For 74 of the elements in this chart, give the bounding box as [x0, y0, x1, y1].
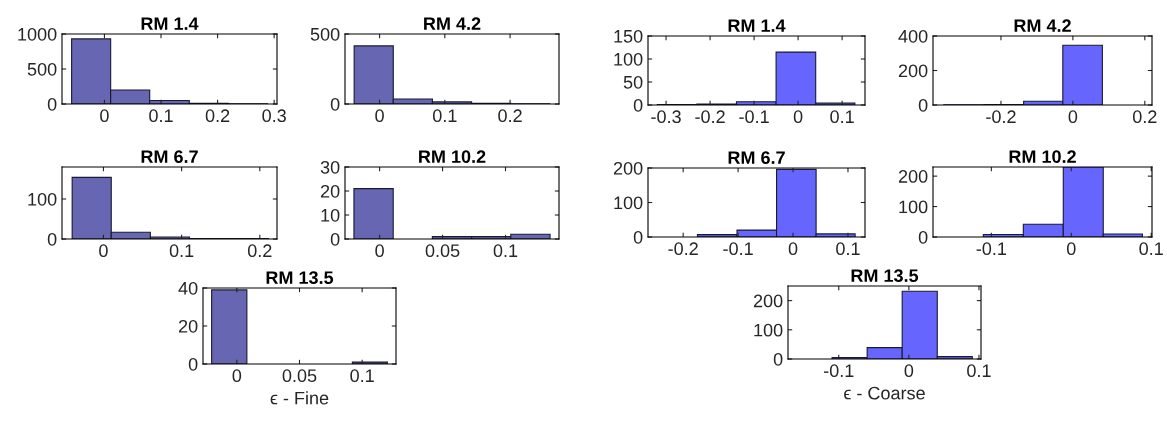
x-tick-label: 0.1: [350, 369, 374, 383]
x-tick-label: 0.1: [493, 244, 518, 258]
x-tick-label: -0.2: [986, 110, 1016, 124]
x-tick-label: -0.2: [668, 242, 698, 256]
y-tick-label: 0: [47, 232, 57, 246]
chart-title: RM 1.4: [728, 19, 786, 32]
x-tick-label: 0.2: [1132, 110, 1157, 124]
y-tick-label: 0: [330, 97, 340, 111]
y-tick-label: 0: [633, 230, 643, 244]
x-tick-label: 0.1: [149, 109, 173, 123]
x-tick-label: 0.2: [498, 109, 522, 123]
x-tick-label: 0.1: [1139, 242, 1163, 256]
y-tick-label: 10: [321, 208, 340, 222]
x-tick-label: 0: [788, 242, 798, 256]
x-tick-label: -0.1: [739, 110, 769, 124]
x-tick-label: 0.2: [247, 244, 272, 258]
y-tick-label: 200: [753, 294, 783, 308]
y-tick-label: 0: [330, 232, 340, 246]
y-tick-label: 20: [178, 319, 198, 333]
x-tick-label: 0.1: [432, 109, 457, 123]
x-tick-label: 0.3: [262, 109, 286, 123]
x-axis-title: ϵ - Coarse: [844, 386, 925, 400]
x-tick-label: 0.2: [205, 109, 230, 123]
x-tick-label: -0.2: [695, 110, 725, 124]
y-tick-label: 100: [28, 192, 57, 206]
x-tick-label: -0.1: [976, 242, 1007, 256]
y-tick-label: 40: [178, 281, 198, 295]
x-tick-label: -0.3: [651, 110, 681, 124]
x-tick-label: 0.05: [282, 369, 317, 383]
y-tick-label: 0: [773, 352, 783, 366]
chart-title: RM 13.5: [851, 269, 919, 283]
y-tick-label: 200: [613, 161, 643, 175]
x-tick-label: 0.1: [967, 364, 991, 378]
x-tick-label: 0: [232, 369, 242, 383]
x-tick-label: 0: [793, 110, 803, 124]
x-tick-label: 0: [1068, 110, 1078, 124]
x-tick-label: -0.1: [824, 364, 854, 378]
y-tick-label: 150: [614, 29, 643, 43]
x-tick-label: 0.1: [836, 242, 860, 256]
x-tick-label: 0: [375, 109, 384, 123]
chart-title: RM 10.2: [1009, 150, 1076, 164]
chart-title: RM 6.7: [141, 150, 198, 164]
y-tick-label: 50: [623, 75, 643, 89]
chart-title: RM 1.4: [141, 17, 199, 30]
y-tick-label: 100: [614, 196, 643, 210]
y-tick-label: 0: [47, 97, 57, 111]
y-tick-label: 400: [898, 29, 928, 43]
y-tick-label: 100: [614, 52, 643, 66]
x-tick-label: 0: [100, 109, 109, 123]
y-tick-label: 0: [918, 98, 928, 112]
y-tick-label: 200: [898, 64, 928, 78]
y-tick-label: 100: [754, 323, 783, 337]
y-tick-label: 200: [898, 170, 928, 183]
chart-title: RM 4.2: [1014, 19, 1071, 32]
x-tick-label: 0.1: [830, 110, 854, 124]
x-tick-label: 0: [1066, 242, 1076, 256]
y-tick-label: 500: [310, 27, 340, 41]
chart-title: RM 6.7: [728, 151, 785, 165]
x-tick-label: -0.1: [723, 242, 753, 256]
x-tick-label: 0.1: [169, 244, 194, 258]
y-tick-label: 0: [633, 98, 643, 112]
y-tick-label: 500: [27, 62, 57, 76]
x-tick-label: 0.05: [425, 244, 460, 258]
y-tick-label: 30: [320, 160, 340, 174]
x-tick-label: 0: [99, 244, 108, 258]
chart-title: RM 10.2: [419, 150, 486, 164]
y-tick-label: 100: [899, 200, 928, 214]
x-axis-title: ϵ - Fine: [270, 391, 329, 405]
x-tick-label: 0: [375, 244, 384, 258]
chart-title: RM 13.5: [266, 271, 334, 285]
y-tick-label: 20: [320, 184, 340, 198]
y-tick-label: 1000: [18, 27, 57, 41]
y-tick-label: 0: [918, 230, 928, 244]
chart-title: RM 4.2: [424, 17, 481, 30]
